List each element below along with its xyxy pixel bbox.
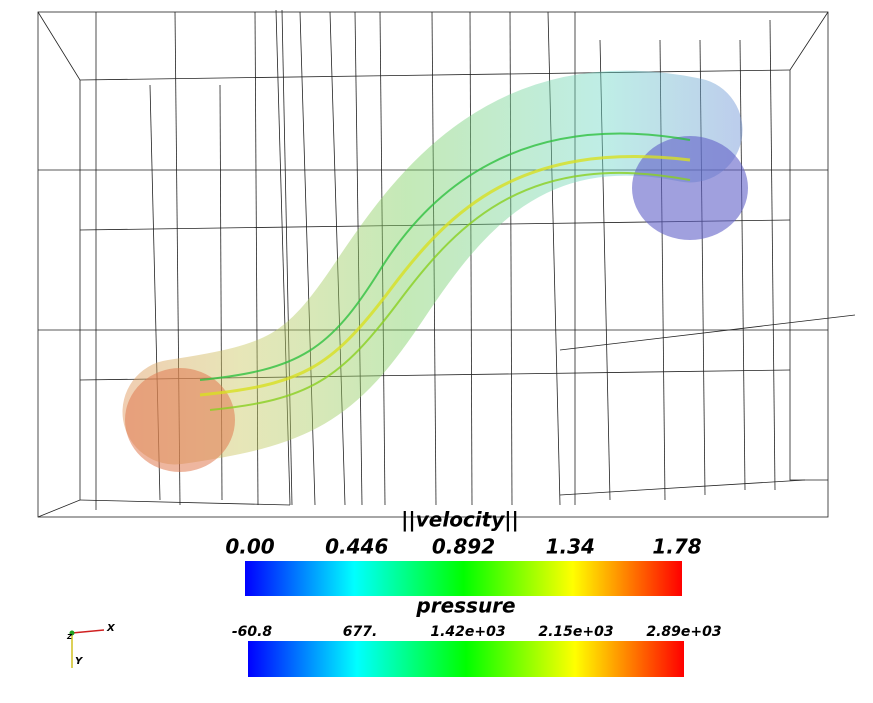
streamline [199, 132, 691, 381]
colorbar-label: -60.8 [232, 624, 273, 640]
colorbar-label: 0.446 [325, 535, 388, 559]
axis-label: Z [66, 633, 73, 641]
inlet-cap [125, 368, 235, 472]
outlet-cap [632, 136, 748, 240]
orientation-axes: X Y Z [66, 623, 116, 668]
colorbar-label: 677. [343, 624, 378, 640]
pressure-colorbar: pressure [248, 594, 684, 677]
tube-surface [122, 70, 743, 465]
colorbar-label: 1.78 [652, 535, 701, 559]
streamline [199, 155, 691, 397]
flow-tube [122, 70, 748, 472]
colorbar-title: ||velocity|| [401, 508, 519, 532]
velocity-colorbar: ||velocity|| [245, 508, 682, 596]
colorbar-label: 2.15e+03 [538, 624, 613, 640]
colorbar-label: 1.42e+03 [430, 624, 505, 640]
colorbar-label: 0.00 [225, 535, 274, 559]
colorbar [248, 641, 684, 677]
colorbar [245, 561, 682, 596]
z-axis [69, 630, 75, 636]
colorbar-label: 0.892 [432, 535, 495, 559]
streamline [209, 171, 691, 411]
x-axis [71, 629, 105, 634]
axis-label: Y [75, 656, 84, 667]
colorbar-title: pressure [415, 594, 515, 618]
axis-label: X [106, 623, 116, 634]
colorbar-label: 2.89e+03 [646, 624, 721, 640]
colorbar-label: 1.34 [546, 535, 595, 559]
